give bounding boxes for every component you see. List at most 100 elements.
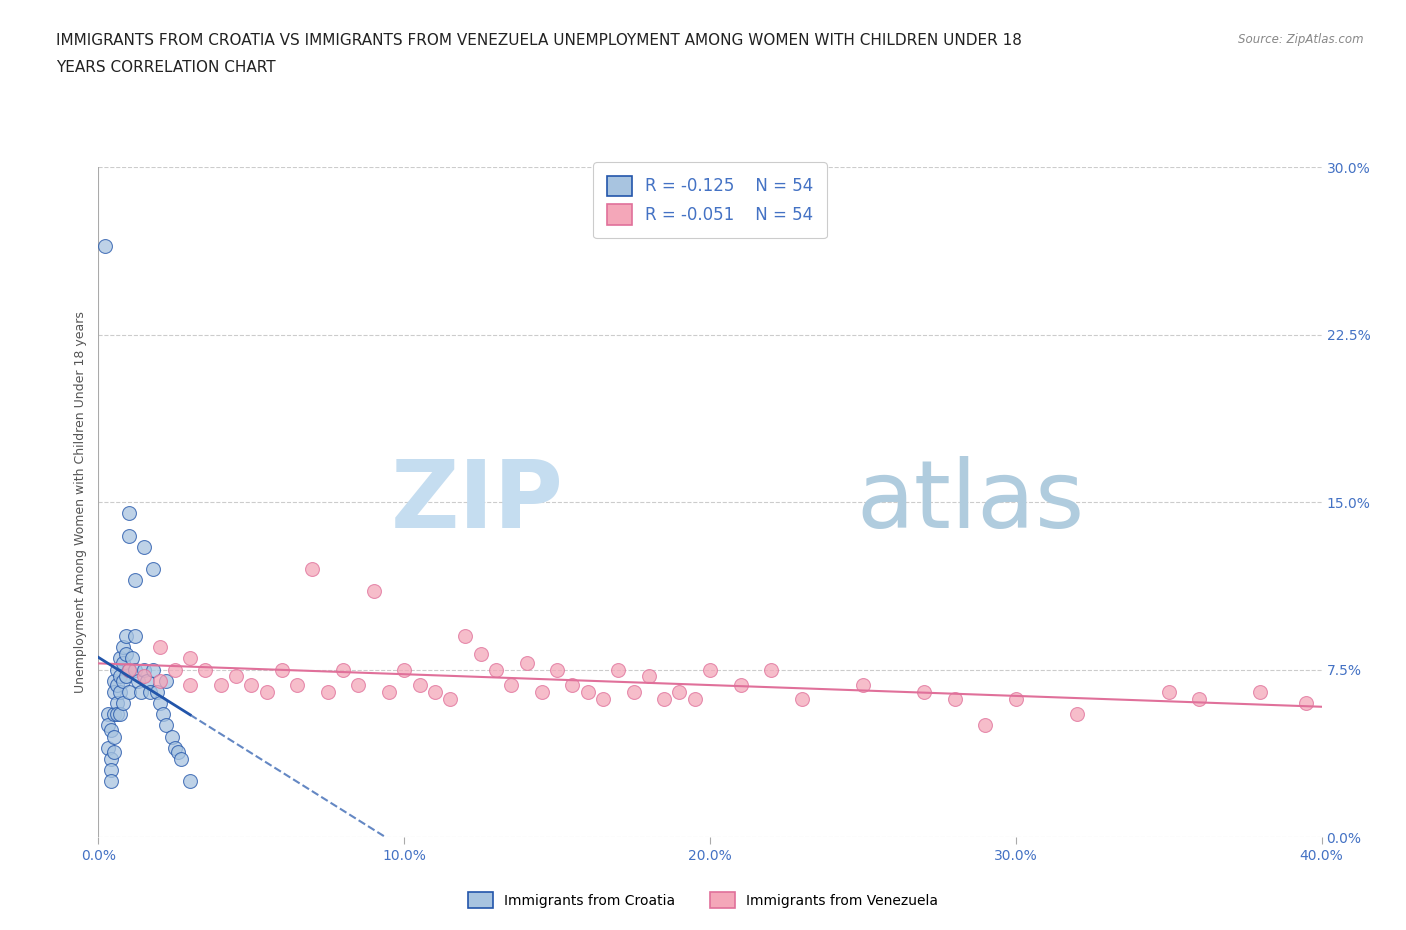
Point [103, 673, 125, 688]
Point [100, 751, 122, 766]
Point [111, 673, 134, 688]
Point [301, 562, 323, 577]
Point [530, 684, 553, 699]
Point [363, 584, 385, 599]
Point [759, 662, 782, 677]
Point [97, 707, 120, 722]
Point [142, 662, 165, 677]
Text: IMMIGRANTS FROM CROATIA VS IMMIGRANTS FROM VENEZUELA UNEMPLOYMENT AMONG WOMEN WI: IMMIGRANTS FROM CROATIA VS IMMIGRANTS FR… [56, 33, 1022, 47]
Point [134, 539, 156, 554]
Text: YEARS CORRELATION CHART: YEARS CORRELATION CHART [56, 60, 276, 75]
Point [108, 684, 131, 699]
Point [100, 723, 122, 737]
Point [652, 691, 675, 706]
Point [974, 718, 997, 733]
Text: atlas: atlas [856, 457, 1085, 548]
Point [699, 662, 721, 677]
Point [118, 662, 141, 677]
Point [378, 684, 401, 699]
Point [124, 629, 146, 644]
Point [163, 740, 186, 755]
Point [225, 669, 247, 684]
Point [668, 684, 690, 699]
Point [134, 662, 156, 677]
Point [100, 763, 122, 777]
Point [179, 678, 201, 693]
Point [118, 684, 141, 699]
Point [392, 662, 416, 677]
Point [316, 684, 339, 699]
Point [149, 696, 172, 711]
Point [115, 646, 138, 661]
Y-axis label: Unemployment Among Women with Children Under 18 years: Unemployment Among Women with Children U… [75, 312, 87, 693]
Point [118, 662, 141, 677]
Point [439, 691, 461, 706]
Point [160, 729, 183, 744]
Point [142, 562, 165, 577]
Point [100, 774, 122, 789]
Point [111, 656, 134, 671]
Point [592, 691, 614, 706]
Legend: R = -0.125    N = 54, R = -0.051    N = 54: R = -0.125 N = 54, R = -0.051 N = 54 [593, 163, 827, 238]
Point [155, 673, 177, 688]
Point [167, 745, 190, 760]
Point [730, 678, 752, 693]
Point [516, 656, 538, 671]
Point [790, 691, 813, 706]
Point [607, 662, 630, 677]
Point [108, 707, 131, 722]
Point [111, 640, 134, 655]
Point [115, 669, 138, 684]
Text: ZIP: ZIP [391, 457, 564, 548]
Point [256, 684, 278, 699]
Point [118, 528, 141, 543]
Point [129, 684, 152, 699]
Point [683, 691, 706, 706]
Point [423, 684, 446, 699]
Point [103, 684, 125, 699]
Point [97, 718, 120, 733]
Point [155, 718, 177, 733]
Point [637, 669, 661, 684]
Point [179, 651, 201, 666]
Point [546, 662, 568, 677]
Point [270, 662, 292, 677]
Point [1004, 691, 1026, 706]
Point [108, 651, 131, 666]
Text: Source: ZipAtlas.com: Source: ZipAtlas.com [1239, 33, 1364, 46]
Point [124, 662, 146, 677]
Point [134, 669, 156, 684]
Point [485, 662, 508, 677]
Point [332, 662, 354, 677]
Point [912, 684, 935, 699]
Point [145, 684, 167, 699]
Point [124, 573, 146, 588]
Point [285, 678, 308, 693]
Point [127, 673, 149, 688]
Point [105, 662, 128, 677]
Point [501, 678, 523, 693]
Point [149, 673, 172, 688]
Point [93, 238, 115, 253]
Point [1188, 691, 1211, 706]
Point [152, 707, 174, 722]
Point [108, 669, 131, 684]
Point [105, 678, 128, 693]
Point [470, 646, 492, 661]
Point [97, 740, 120, 755]
Point [163, 662, 186, 677]
Point [561, 678, 583, 693]
Point [103, 707, 125, 722]
Point [118, 506, 141, 521]
Point [1157, 684, 1180, 699]
Point [576, 684, 599, 699]
Point [103, 729, 125, 744]
Legend: Immigrants from Croatia, Immigrants from Venezuela: Immigrants from Croatia, Immigrants from… [463, 886, 943, 914]
Point [194, 662, 217, 677]
Point [115, 629, 138, 644]
Point [111, 696, 134, 711]
Point [240, 678, 263, 693]
Point [170, 751, 193, 766]
Point [136, 673, 159, 688]
Point [408, 678, 430, 693]
